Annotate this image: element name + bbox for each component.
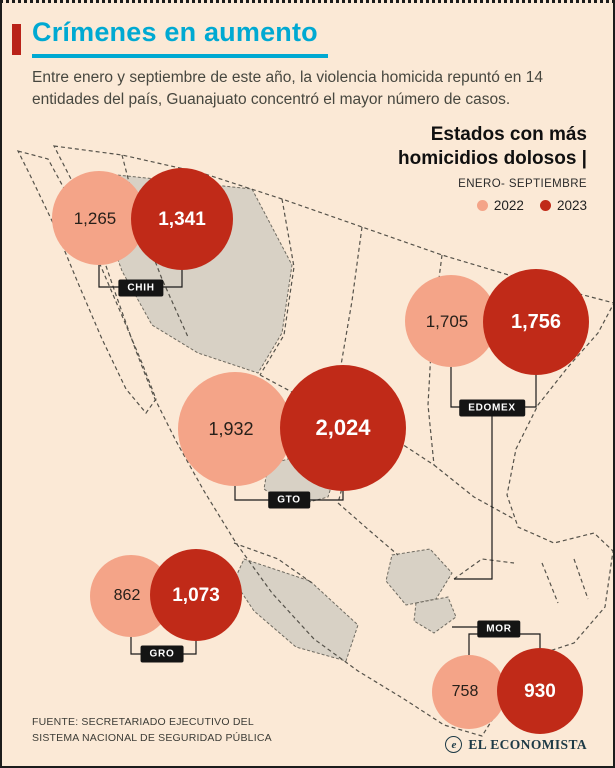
bubble-mor-2022-value: 758 (451, 683, 479, 700)
bubble-gro-2022-value: 862 (113, 587, 141, 604)
bubble-mor-2022: 758 (432, 655, 506, 729)
state-label-gro: GRO (140, 645, 184, 663)
bubble-gto-2022: 1,932 (178, 372, 292, 486)
morelos-state-shape (413, 596, 457, 634)
legend-item-2022: 2022 (476, 197, 524, 213)
bubble-gro-2023-value: 1,073 (172, 584, 220, 606)
legend-label-2022: 2022 (493, 197, 524, 213)
bubble-gto-2023-value: 2,024 (315, 415, 371, 440)
legend-dot-2023-icon (539, 199, 551, 211)
state-label-mor: MOR (477, 620, 521, 638)
legend-dot-2022-icon (476, 199, 488, 211)
bubble-edomex-2022: 1,705 (405, 275, 497, 367)
chart-period: ENERO- SEPTIEMBRE (458, 177, 587, 190)
chart-legend: 2022 2023 (398, 198, 587, 213)
legend-label-2023: 2023 (556, 197, 587, 213)
page-title: Crímenes en aumento (32, 17, 328, 58)
state-label-chih: CHIH (118, 279, 164, 297)
bubble-chih-2023-value: 1,341 (158, 208, 206, 230)
bubble-gro-2023: 1,073 (150, 549, 242, 641)
bubble-chih-2023: 1,341 (131, 168, 233, 270)
state-label-edomex: EDOMEX (459, 399, 525, 417)
bubble-edomex-2023: 1,756 (483, 269, 589, 375)
el-economista-e-icon: e (445, 736, 463, 753)
state-label-gto: GTO (268, 491, 310, 509)
bubble-edomex-2023-value: 1,756 (510, 311, 562, 333)
publisher-logo: e EL ECONOMISTA (445, 736, 587, 753)
chart-heading-block: Estados con más homicidios dolosos | ENE… (398, 123, 587, 213)
chart-title-line1: Estados con más (430, 124, 587, 145)
guerrero-state-shape (233, 558, 359, 662)
edomex-state-shape (385, 548, 453, 606)
legend-item-2023: 2023 (539, 197, 587, 213)
source-line1: FUENTE: SECRETARIADO EJECUTIVO DEL (32, 716, 254, 728)
bubble-mor-2023-value: 930 (524, 680, 556, 702)
chart-title-line2: homicidios dolosos | (398, 147, 587, 169)
bubble-chih-2022: 1,265 (52, 171, 146, 265)
source-line2: SISTEMA NACIONAL DE SEGURIDAD PÚBLICA (32, 731, 272, 744)
source-note: FUENTE: SECRETARIADO EJECUTIVO DEL SISTE… (32, 715, 272, 747)
bubble-chih-2022-value: 1,265 (73, 208, 117, 228)
intro-text: Entre enero y septiembre de este año, la… (32, 69, 543, 109)
publisher-name: EL ECONOMISTA (468, 736, 587, 752)
bubble-gto-2022-value: 1,932 (208, 419, 254, 439)
bubble-gto-2023: 2,024 (280, 365, 406, 491)
bubble-mor-2023: 930 (497, 648, 583, 734)
bubble-edomex-2022-value: 1,705 (425, 311, 469, 331)
title-accent-bar (12, 24, 21, 55)
